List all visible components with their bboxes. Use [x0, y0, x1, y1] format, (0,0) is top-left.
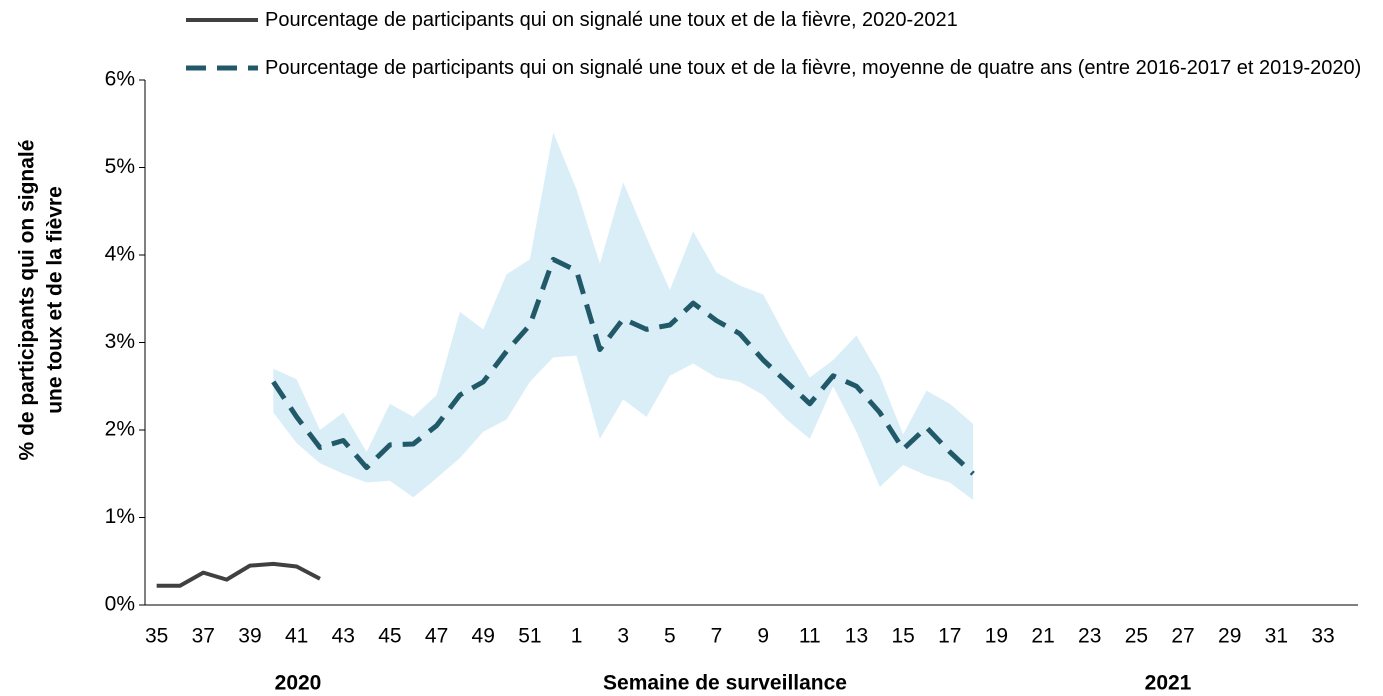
year-label: 2021 [1145, 672, 1192, 695]
x-tick-label: 31 [1265, 625, 1288, 648]
x-tick-label: 15 [891, 625, 914, 648]
x-axis-title: Semaine de surveillance [603, 672, 847, 695]
data-line [271, 256, 975, 476]
x-tick-label: 19 [985, 625, 1008, 648]
range-band [273, 132, 974, 500]
x-tick-label: 37 [192, 625, 215, 648]
y-tick-label: 3% [105, 330, 135, 353]
y-axis-title: % de participants qui on signalé [16, 140, 39, 461]
y-tick-label: 2% [105, 418, 135, 441]
x-tick-label: 11 [799, 625, 821, 648]
x-tick-label: 3 [617, 625, 629, 648]
y-tick-label: 5% [105, 155, 135, 178]
x-tick-label: 49 [472, 625, 495, 648]
x-tick-label: 21 [1031, 625, 1054, 648]
x-tick-label: 39 [238, 625, 261, 648]
x-tick-label: 45 [378, 625, 401, 648]
x-tick-label: 17 [938, 625, 961, 648]
x-tick-label: 43 [332, 625, 355, 648]
data-line [156, 561, 321, 588]
x-tick-label: 5 [664, 625, 676, 648]
x-tick-label: 13 [845, 625, 868, 648]
y-axis-title: une toux et de la fièvre [44, 186, 67, 414]
x-tick-label: 27 [1171, 625, 1194, 648]
x-tick-label: 51 [518, 625, 541, 648]
x-tick-label: 1 [571, 625, 583, 648]
y-tick-label: 6% [105, 68, 135, 91]
legend-label: Pourcentage de participants qui on signa… [265, 57, 1362, 79]
x-tick-label: 23 [1078, 625, 1101, 648]
x-tick-label: 47 [425, 625, 448, 648]
x-tick-label: 25 [1125, 625, 1148, 648]
x-tick-label: 7 [711, 625, 723, 648]
x-tick-label: 35 [145, 625, 168, 648]
year-label: 2020 [275, 672, 322, 695]
x-tick-label: 29 [1218, 625, 1241, 648]
x-tick-label: 41 [285, 625, 308, 648]
y-tick-label: 1% [105, 505, 135, 528]
y-tick-label: 0% [105, 593, 135, 616]
legend-label: Pourcentage de participants qui on signa… [265, 9, 958, 31]
x-tick-label: 9 [757, 625, 769, 648]
y-tick-label: 4% [105, 243, 135, 266]
x-tick-label: 33 [1311, 625, 1334, 648]
